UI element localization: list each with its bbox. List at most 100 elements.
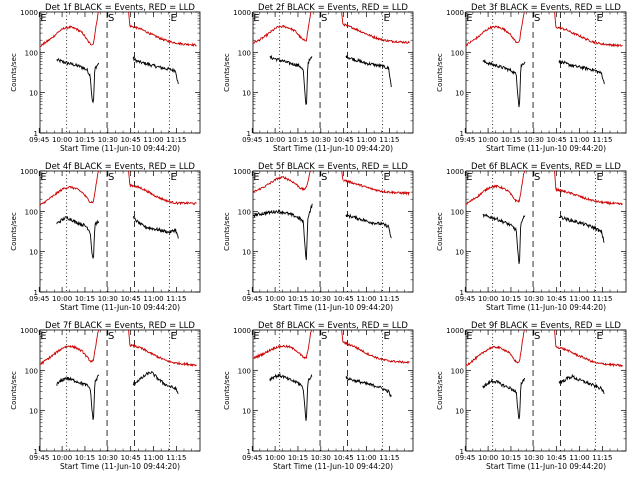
panel-title: Det 8f BLACK = Events, RED = LLD [258, 321, 408, 331]
events-series-line [558, 373, 605, 394]
panel-7: Det 7f BLACK = Events, RED = LLD 1 10 100 10… [10, 321, 201, 471]
plot-frame [465, 11, 627, 134]
lld-series-line [554, 330, 557, 347]
x-tick-label: 11:15 [592, 454, 612, 462]
x-tick-label: 10:00 [478, 136, 498, 144]
lld-series-line [466, 12, 525, 47]
events-series-line [269, 372, 313, 421]
x-tick-label: 10:15 [288, 295, 308, 303]
x-axis-label: Start Time (11-Jun-10 09:44:20) [273, 144, 393, 153]
marker-label: E [171, 13, 177, 24]
x-tick-label: 10:00 [478, 295, 498, 303]
x-tick-label: 11:15 [592, 295, 612, 303]
panel-5: Det 5f BLACK = Events, RED = LLD 1 10 100 10… [223, 162, 414, 312]
plot-frame [39, 170, 201, 293]
marker-label: S [321, 172, 327, 183]
x-axis-label: Start Time (11-Jun-10 09:44:20) [486, 303, 606, 312]
y-tick-label: 100 [238, 208, 251, 216]
panel-2: Det 2f BLACK = Events, RED = LLD 1 10 100 10… [223, 3, 414, 153]
y-tick-label: 1 [34, 448, 38, 456]
plot-frame [465, 329, 627, 452]
lld-series-line [253, 171, 312, 194]
y-tick-label: 1000 [446, 327, 464, 335]
x-axis-label: Start Time (11-Jun-10 09:44:20) [60, 462, 180, 471]
x-tick-label: 10:00 [478, 454, 498, 462]
events-series-line [558, 215, 605, 243]
events-series-line [482, 59, 526, 108]
x-tick-label: 11:00 [356, 136, 376, 144]
y-tick-label: 100 [25, 367, 38, 375]
x-tick-label: 10:15 [501, 454, 521, 462]
plot-frame [39, 11, 201, 134]
marker-label: E [171, 172, 177, 183]
y-axis-label: Counts/sec [436, 371, 444, 410]
x-tick-label: 10:30 [98, 295, 118, 303]
y-tick-label: 1 [247, 289, 251, 297]
marker-label: E [253, 331, 259, 342]
panel-9: Det 9f BLACK = Events, RED = LLD 1 10 100 10… [436, 321, 627, 471]
y-tick-label: 100 [25, 49, 38, 57]
lld-series-line [40, 330, 100, 365]
lld-series-line [341, 330, 344, 343]
x-tick-label: 10:15 [501, 295, 521, 303]
x-tick-label: 10:30 [311, 136, 331, 144]
y-tick-label: 1000 [20, 168, 38, 176]
marker-label: S [534, 331, 540, 342]
events-series-line [56, 57, 100, 104]
y-tick-label: 10 [29, 408, 38, 416]
x-tick-label: 10:00 [265, 136, 285, 144]
x-tick-label: 10:30 [524, 454, 544, 462]
y-tick-label: 10 [29, 90, 38, 98]
y-tick-label: 100 [238, 367, 251, 375]
panel-title: Det 1f BLACK = Events, RED = LLD [45, 3, 195, 13]
x-tick-label: 09:45 [455, 136, 475, 144]
lld-series-line [554, 171, 557, 190]
y-axis-label: Counts/sec [10, 212, 18, 251]
y-axis-label: Counts/sec [10, 371, 18, 410]
x-tick-label: 11:15 [592, 136, 612, 144]
y-tick-label: 1000 [446, 9, 464, 17]
marker-label: E [597, 331, 603, 342]
lld-series-line [129, 24, 197, 47]
x-tick-label: 10:00 [265, 295, 285, 303]
x-tick-label: 09:45 [455, 295, 475, 303]
x-axis-label: Start Time (11-Jun-10 09:44:20) [486, 144, 606, 153]
x-tick-label: 11:00 [356, 454, 376, 462]
y-axis-label: Counts/sec [223, 53, 231, 92]
y-tick-label: 1 [460, 289, 464, 297]
lld-series-line [128, 171, 131, 186]
y-tick-label: 100 [25, 208, 38, 216]
events-series-line [558, 59, 605, 85]
y-axis-label: Counts/sec [436, 53, 444, 92]
x-tick-label: 10:30 [524, 136, 544, 144]
y-tick-label: 10 [455, 408, 464, 416]
y-tick-label: 1 [34, 130, 38, 138]
x-tick-label: 10:30 [311, 454, 331, 462]
y-tick-label: 100 [238, 49, 251, 57]
x-axis-label: Start Time (11-Jun-10 09:44:20) [60, 144, 180, 153]
y-tick-label: 10 [29, 249, 38, 257]
events-series-line [345, 55, 392, 88]
marker-label: E [466, 172, 472, 183]
x-tick-label: 10:45 [547, 136, 567, 144]
x-tick-label: 10:45 [547, 295, 567, 303]
x-tick-label: 11:00 [143, 136, 163, 144]
marker-label: E [384, 13, 390, 24]
lld-series-line [253, 12, 312, 44]
marker-label: E [40, 331, 46, 342]
lld-series-line [466, 330, 525, 367]
events-series-line [253, 203, 313, 261]
x-tick-label: 11:15 [166, 136, 186, 144]
x-axis-label: Start Time (11-Jun-10 09:44:20) [273, 462, 393, 471]
y-axis-label: Counts/sec [10, 53, 18, 92]
panel-8: Det 8f BLACK = Events, RED = LLD 1 10 100 10… [223, 321, 414, 471]
x-tick-label: 10:30 [98, 454, 118, 462]
x-axis-label: Start Time (11-Jun-10 09:44:20) [273, 303, 393, 312]
x-tick-label: 10:15 [75, 295, 95, 303]
panel-title: Det 2f BLACK = Events, RED = LLD [258, 3, 408, 13]
x-tick-label: 09:45 [242, 136, 262, 144]
x-tick-label: 10:30 [311, 295, 331, 303]
marker-label: E [253, 13, 259, 24]
marker-label: S [108, 172, 114, 183]
